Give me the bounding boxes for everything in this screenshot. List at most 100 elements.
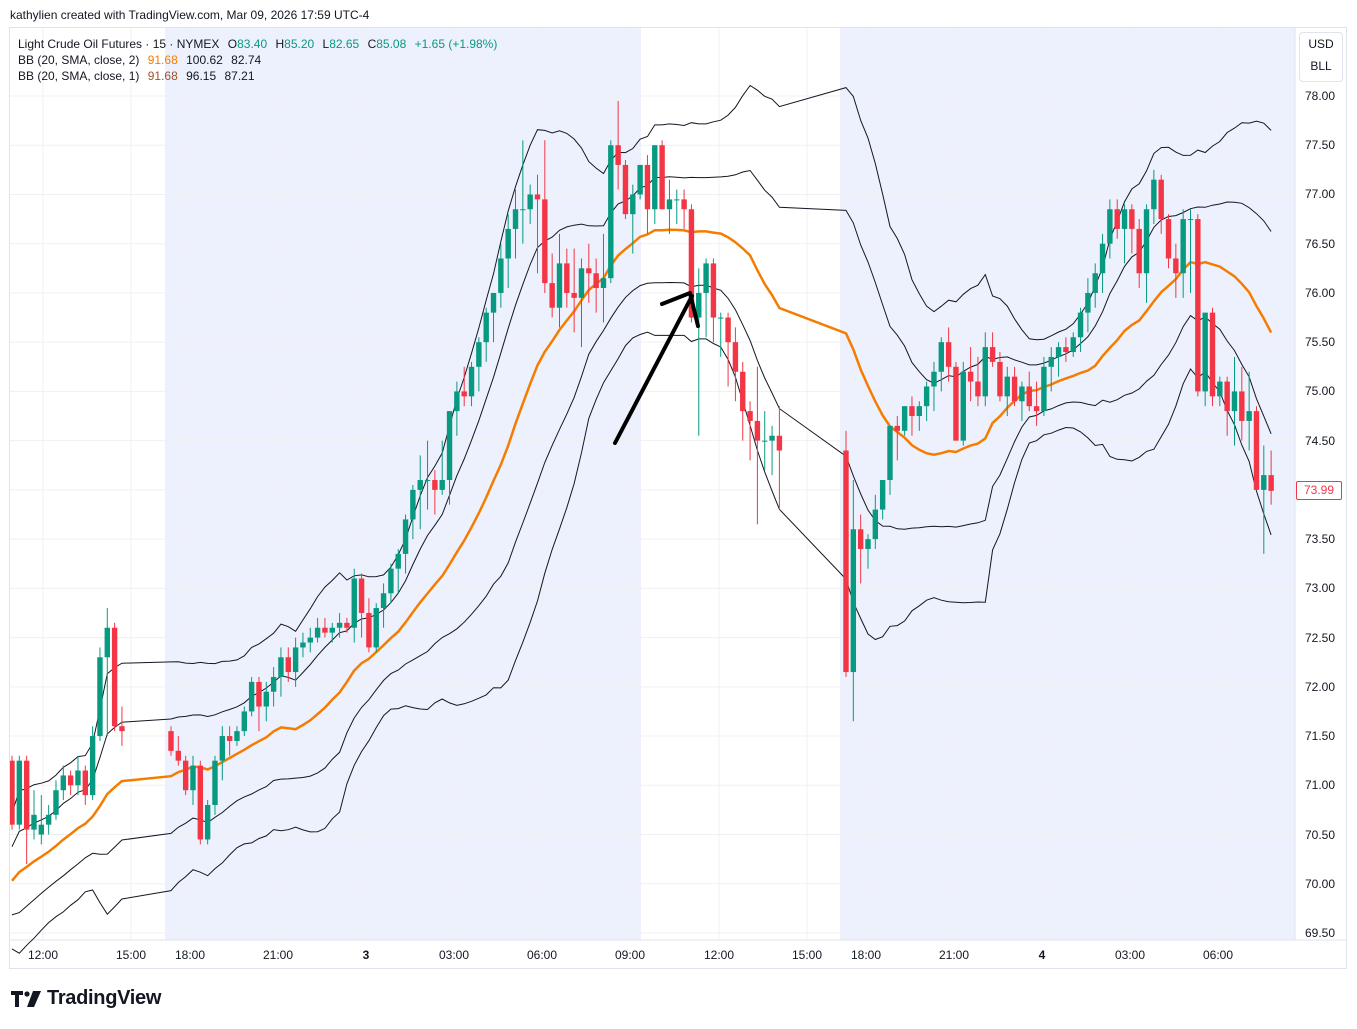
symbol-name[interactable]: Light Crude Oil Futures · 15 · NYMEX [18,37,220,51]
price-tick-label: 76.50 [1305,236,1336,251]
open-value: 83.40 [237,37,268,51]
up-candle [666,199,673,210]
up-candle [887,425,893,481]
down-candle [688,209,695,318]
change-value: +1.65 (+1.98%) [414,37,498,51]
up-candle [674,199,680,201]
up-candle [314,627,321,638]
up-candle [556,263,563,308]
up-candle [241,711,247,732]
down-candle [953,366,959,441]
time-tick-label: 15:00 [115,948,147,962]
bb1-upper: 100.62 [186,53,223,67]
down-candle [945,342,952,367]
time-tick-label: 3 [362,948,370,962]
session-shading [165,28,1295,940]
down-candle [1033,406,1040,412]
up-candle [1107,209,1113,244]
price-tick-label: 71.50 [1305,729,1336,744]
up-candle [1231,391,1238,412]
up-candle [1004,376,1010,397]
up-candle [476,342,482,367]
down-candle [10,760,15,825]
up-candle [1121,209,1128,229]
time-tick-label: 18:00 [174,948,206,962]
price-tick-label: 74.50 [1305,433,1336,448]
down-candle [1026,386,1032,407]
down-candle [119,726,125,732]
up-candle [931,371,937,387]
down-candle [843,450,849,673]
currency-unit-selector[interactable]: USD BLL [1299,32,1343,82]
down-candle [732,342,739,372]
up-candle [527,194,533,210]
up-candle [718,317,724,319]
up-candle [380,593,387,609]
up-candle [1180,219,1186,274]
up-candle [923,386,930,407]
up-candle [1217,381,1223,397]
up-candle [652,145,658,210]
up-candle [97,657,103,737]
down-candle [182,760,189,791]
up-candle [248,681,255,712]
up-candle [1077,312,1084,338]
bb2-upper: 96.15 [186,69,217,83]
up-candle [916,406,922,417]
down-candle [909,406,915,417]
down-candle [1173,258,1179,274]
up-candle [512,209,519,229]
down-candle [586,268,592,274]
price-tick-label: 71.00 [1305,778,1336,793]
up-candle [498,258,504,293]
up-candle [578,268,585,298]
up-candle [637,164,643,195]
down-candle [344,622,350,628]
up-candle [89,736,96,796]
down-candle [1063,347,1069,353]
time-tick-label: 06:00 [526,948,558,962]
price-tick-label: 77.50 [1305,138,1336,153]
annotation-arrow [613,291,700,445]
down-candle [256,681,262,707]
down-candle [82,770,88,796]
up-candle [16,760,23,825]
price-tick-label: 70.50 [1305,827,1336,842]
down-candle [1268,475,1274,491]
bb1-label[interactable]: BB (20, SMA, close, 2) [18,53,140,67]
down-candle [549,283,555,308]
down-candle [564,263,570,293]
price-tick-label: 75.50 [1305,335,1336,350]
up-candle [388,568,394,594]
session-shade [165,28,641,940]
up-candle [351,578,357,628]
down-candle [1129,209,1135,229]
up-candle [104,627,110,658]
bb2-basis: 91.68 [147,69,178,83]
up-candle [1070,337,1076,353]
down-candle [358,578,365,613]
up-candle [270,676,277,692]
up-candle [608,145,614,279]
down-candle [644,164,651,210]
down-candle [857,529,864,549]
price-tick-label: 69.50 [1305,925,1336,940]
up-candle [1048,356,1054,367]
down-candle [534,194,541,200]
price-tick-label: 77.00 [1305,187,1336,202]
bb2-row: BB (20, SMA, close, 1) 91.68 96.15 87.21 [18,68,497,84]
price-chart[interactable] [10,28,1347,968]
up-candle [204,804,211,840]
up-candle [1202,312,1208,392]
up-candle [1085,292,1091,313]
down-candle [725,317,731,343]
up-candle [300,642,306,648]
up-candle [901,406,908,431]
up-candle [630,194,636,215]
bb1-lower: 82.74 [231,53,262,67]
up-candle [1092,273,1098,293]
up-candle [762,440,768,442]
down-candle [1011,376,1018,402]
bb2-label[interactable]: BB (20, SMA, close, 1) [18,69,140,83]
up-candle [190,765,196,791]
